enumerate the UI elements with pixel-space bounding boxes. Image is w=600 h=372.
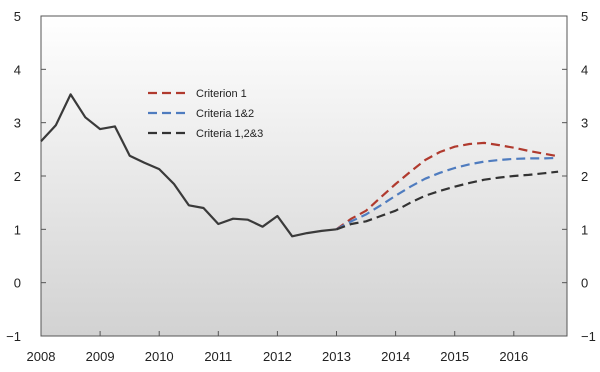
x-tick-label: 2009 bbox=[86, 349, 115, 364]
y-tick-label-right: 5 bbox=[581, 9, 588, 24]
x-tick-label: 2010 bbox=[145, 349, 174, 364]
x-tick-label: 2013 bbox=[322, 349, 351, 364]
y-tick-label-right: −1 bbox=[581, 329, 596, 344]
y-tick-label-left: 2 bbox=[14, 169, 21, 184]
x-axis: 2008 2009 2010 2011 2012 2013 2014 2015 2016 bbox=[27, 331, 528, 364]
series-group bbox=[40, 93, 559, 238]
x-tick-label: 2008 bbox=[27, 349, 56, 364]
y-tick-label-right: 2 bbox=[581, 169, 588, 184]
x-tick-label: 2015 bbox=[440, 349, 469, 364]
y-tick-label-left: 4 bbox=[14, 62, 21, 77]
series-line-1 bbox=[335, 141, 559, 231]
y-tick-label-left: 1 bbox=[14, 222, 21, 237]
y-tick-label-left: 0 bbox=[14, 276, 21, 291]
x-tick-label: 2016 bbox=[499, 349, 528, 364]
y-tick-label-left: −1 bbox=[6, 329, 21, 344]
y-tick-label-right: 1 bbox=[581, 222, 588, 237]
y-tick-label-left: 3 bbox=[14, 116, 21, 131]
y-tick-label-right: 4 bbox=[581, 62, 588, 77]
y-axis-left: −1 0 1 2 3 4 5 bbox=[6, 9, 46, 344]
y-tick-label-left: 5 bbox=[14, 9, 21, 24]
x-tick-label: 2011 bbox=[204, 349, 232, 364]
series-line-2 bbox=[335, 156, 559, 231]
legend: Criterion 1 Criteria 1&2 Criteria 1,2&3 bbox=[148, 88, 263, 140]
legend-label: Criteria 1&2 bbox=[196, 108, 254, 120]
y-axis-right: −1 0 1 2 3 4 5 bbox=[562, 9, 596, 344]
y-tick-label-right: 0 bbox=[581, 276, 588, 291]
y-tick-label-right: 3 bbox=[581, 116, 588, 131]
legend-label: Criteria 1,2&3 bbox=[196, 128, 263, 140]
series-line-3 bbox=[336, 170, 559, 231]
series-line-0 bbox=[40, 93, 337, 238]
legend-label: Criterion 1 bbox=[196, 88, 247, 100]
plot-area bbox=[40, 15, 568, 337]
x-tick-label: 2014 bbox=[381, 349, 410, 364]
x-tick-label: 2012 bbox=[263, 349, 292, 364]
